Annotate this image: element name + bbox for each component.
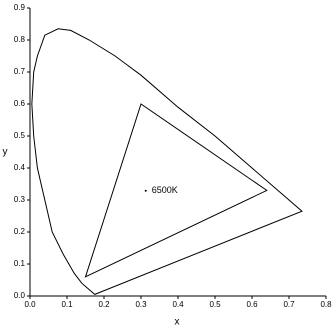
y-tick-label: 0.4 <box>14 163 26 172</box>
y-tick-label: 0.3 <box>14 195 26 204</box>
x-tick-label: 0.7 <box>283 300 295 309</box>
x-tick-label: 0.3 <box>135 300 147 309</box>
curve <box>84 103 268 278</box>
y-tick-label: 0.5 <box>14 131 26 140</box>
y-axis-label: y <box>3 147 8 158</box>
y-tick-label: 0.9 <box>14 3 26 12</box>
y-tick-label: 0.6 <box>14 99 26 108</box>
white-point <box>144 189 147 192</box>
x-tick-label: 0.6 <box>246 300 258 309</box>
x-tick-label: 0.5 <box>209 300 221 309</box>
x-tick-label: 0.1 <box>61 300 73 309</box>
y-tick-label: 0.8 <box>14 35 26 44</box>
y-tick-label: 0.1 <box>14 259 26 268</box>
y-tick-label: 0.0 <box>14 291 26 300</box>
x-tick-label: 0.4 <box>172 300 184 309</box>
y-tick-label: 0.2 <box>14 227 26 236</box>
y-tick-label: 0.7 <box>14 67 26 76</box>
annotation: 6500K <box>152 185 178 195</box>
curve <box>31 28 303 295</box>
x-tick-label: 0.0 <box>24 300 36 309</box>
x-tick-label: 0.2 <box>98 300 110 309</box>
x-axis-label: x <box>175 317 180 328</box>
x-tick-label: 0.8 <box>320 300 332 309</box>
